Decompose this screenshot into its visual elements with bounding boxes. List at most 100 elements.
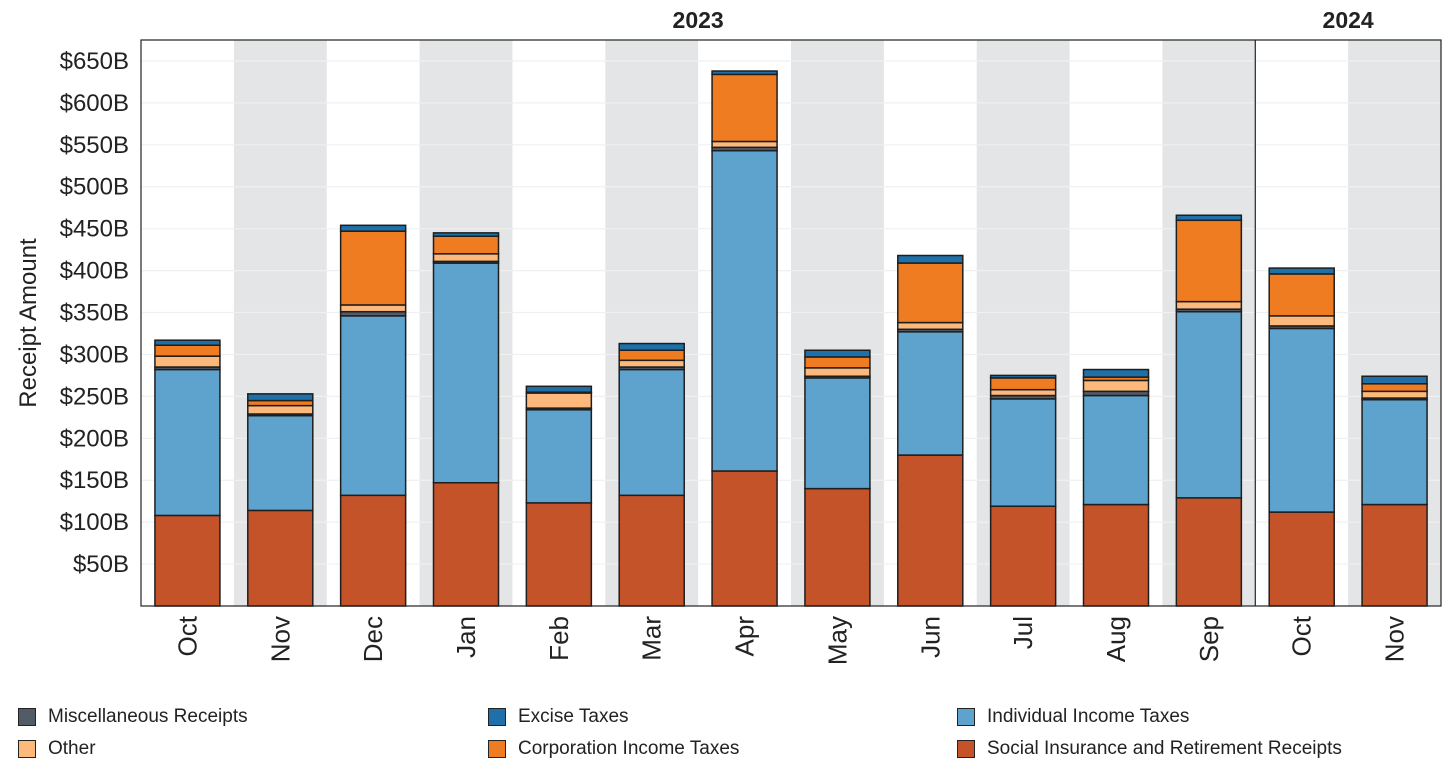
x-tick-label: Sep [1194,616,1224,662]
bar-segment [525,409,593,504]
y-tick-label: $500B [60,174,129,201]
y-axis: $50B $100B $150B $200B $250B $300B $350B $400B $… [60,48,129,578]
bar-segment [989,374,1057,379]
legend-swatch [488,708,506,726]
bar-segment [1268,327,1335,513]
x-tick-label: Feb [544,616,574,661]
y-tick-label: $600B [60,90,129,117]
bar-segment [897,321,964,331]
bar-segment [989,377,1057,391]
bar-segment [804,356,871,369]
bar-segment [1175,214,1243,222]
bar-segment [1268,315,1335,327]
bar-segment [154,355,221,368]
legend-item: Miscellaneous Receipts [18,706,248,728]
bar-segment [525,502,593,607]
bar-segment [154,514,221,607]
bar-segment [432,253,500,263]
bar-segment [1082,368,1150,378]
bar-segment [897,454,964,607]
bar-segment [618,368,685,497]
legend-label: Corporation Income Taxes [518,738,740,759]
bar-segment [432,262,500,484]
y-tick-label: $50B [73,551,129,578]
bar-segment [1175,219,1243,303]
bar-segment [897,331,964,456]
legend-item: Individual Income Taxes [957,706,1189,728]
bar-segment [1082,379,1150,393]
bar-segment [247,404,314,415]
bar-segment [804,367,871,377]
bar-segment [1361,383,1428,393]
y-tick-label: $300B [60,341,129,368]
bar-segment [618,342,685,352]
bar-segment [618,359,685,368]
y-tick-label: $250B [60,383,129,410]
legend-swatch [957,740,975,758]
bar-segment [247,509,314,607]
x-tick-label: Jun [915,616,945,658]
legend-swatch [488,740,506,758]
bar-segment [1361,398,1428,506]
y-tick-label: $400B [60,258,129,285]
bar-segment [154,344,221,357]
x-tick-label: Oct [1287,615,1317,656]
legend-swatch [18,740,36,758]
x-tick-label: Mar [637,616,667,661]
bar-segment [339,315,407,497]
bar-segment [432,232,500,237]
bar-segment [154,339,221,346]
bar-segment [432,235,500,255]
legend-item: Other [18,738,96,760]
plot-border [140,39,1442,607]
year-labels: 2023 2024 [673,7,1374,33]
y-tick-label: $650B [60,48,129,75]
legend-item: Social Insurance and Retirement Receipts [957,738,1342,760]
bar-segment [711,70,778,76]
bar-segment [989,505,1057,607]
bar-segment [1082,394,1150,506]
legend: Miscellaneous Receipts Excise Taxes Indivi… [0,700,1450,765]
y-tick-label: $350B [60,300,129,327]
x-tick-label: Oct [172,615,202,656]
x-tick-label: Apr [730,616,760,657]
x-tick-label: Nov [1380,616,1410,662]
bar-segment [154,368,221,517]
bar-segment [1175,310,1243,499]
bar-segment [711,140,778,149]
legend-swatch [18,708,36,726]
y-tick-label: $100B [60,509,129,536]
bar-segment [1268,511,1335,607]
x-tick-label: Nov [265,616,295,662]
legend-item: Excise Taxes [488,706,629,728]
bar-segment [1268,267,1335,275]
bar-segment [1361,390,1428,399]
plot-frame [140,39,1442,607]
x-tick-label: Aug [1101,616,1131,662]
bar-segment [432,481,500,607]
bar-segment [339,304,407,313]
year-label: 2023 [673,7,724,33]
bar-segment [804,349,871,358]
bar-segment [339,230,407,306]
bar-segment [1082,503,1150,607]
bar-segment [339,224,407,232]
bar-segment [897,254,964,264]
bar-segment [618,494,685,607]
x-tick-label: Dec [358,616,388,662]
y-axis-label: Receipt Amount [15,238,42,408]
bar-segment [1175,497,1243,607]
x-tick-label: Jul [1008,616,1038,649]
bar-segment [711,73,778,143]
bar-segment [247,393,314,402]
bar-segment [804,487,871,607]
bar-segment [525,392,593,409]
year-label: 2024 [1323,7,1374,33]
x-axis: Oct Nov Dec Jan Feb Mar Apr May Jun Jul Aug Sep Oct N… [172,615,1409,665]
bar-segment [1361,503,1428,607]
bar-segment [1361,375,1428,385]
bar-segment [247,399,314,407]
legend-swatch [957,708,975,726]
y-tick-label: $450B [60,216,129,243]
stacked-bar-chart: $50B $100B $150B $200B $250B $300B $350B $400B $… [15,7,1442,665]
